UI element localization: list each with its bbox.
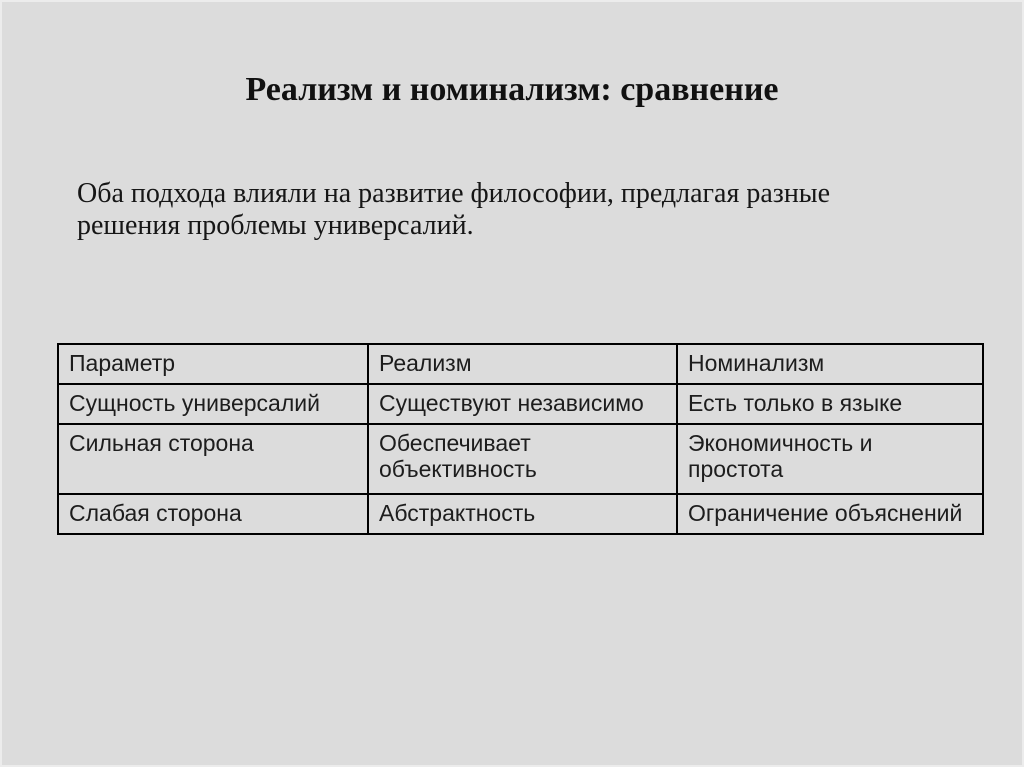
- column-header-realism: Реализм: [367, 343, 678, 385]
- table-row-strength: Сильная сторона Обеспечивает объективнос…: [57, 423, 984, 495]
- table-cell: Сильная сторона: [57, 423, 369, 495]
- table-cell: Абстрактность: [367, 493, 678, 535]
- slide-title: Реализм и номинализм: сравнение: [245, 71, 779, 108]
- table-cell: Ограничение объяснений: [676, 493, 984, 535]
- table-cell: Обеспечивает объективность: [367, 423, 678, 495]
- table-cell: Существуют независимо: [367, 383, 678, 425]
- intro-text: Оба подхода влияли на развитие философии…: [77, 178, 831, 241]
- table-row-essence: Сущность универсалий Существуют независи…: [57, 383, 984, 425]
- table-cell: Есть только в языке: [676, 383, 984, 425]
- table-cell: Экономичность и простота: [676, 423, 984, 495]
- comparison-table: Параметр Реализм Номинализм Сущность уни…: [57, 343, 984, 535]
- table-cell: Сущность универсалий: [57, 383, 369, 425]
- table-cell: Слабая сторона: [57, 493, 369, 535]
- column-header-parameter: Параметр: [57, 343, 369, 385]
- table-row-weakness: Слабая сторона Абстрактность Ограничение…: [57, 493, 984, 535]
- table-header-row: Параметр Реализм Номинализм: [57, 343, 984, 385]
- column-header-nominalism: Номинализм: [676, 343, 984, 385]
